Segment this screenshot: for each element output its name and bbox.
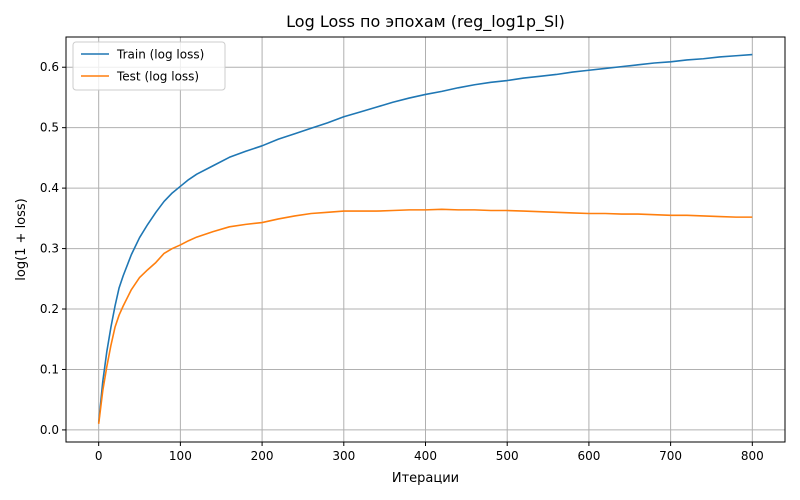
x-tick-label: 600	[577, 449, 600, 463]
x-tick-label: 400	[414, 449, 437, 463]
y-tick-label: 0.0	[40, 423, 59, 437]
x-axis-label: Итерации	[392, 471, 459, 486]
legend-label: Test (log loss)	[116, 70, 199, 84]
x-tick-label: 100	[169, 449, 192, 463]
x-tick-label: 700	[659, 449, 682, 463]
series-line-test	[97, 208, 753, 424]
y-tick-label: 0.3	[40, 242, 59, 256]
series-line-train	[97, 53, 753, 423]
legend-label: Train (log loss)	[116, 48, 204, 62]
grid	[66, 37, 785, 442]
ticks: 0 100 200 300 400 500 600 700 800 0.0 0.1 0.2 0.3 0.4…	[40, 60, 764, 463]
y-tick-label: 0.5	[40, 121, 59, 135]
y-tick-label: 0.4	[40, 181, 59, 195]
chart-title: Log Loss по эпохам (reg_log1p_Sl)	[286, 12, 565, 32]
legend: Train (log loss) Test (log loss)	[72, 41, 226, 91]
x-tick-label: 500	[496, 449, 519, 463]
y-axis-label: log(1 + loss)	[14, 198, 29, 281]
x-tick-label: 200	[251, 449, 274, 463]
y-tick-label: 0.6	[40, 60, 59, 74]
series-group	[97, 53, 753, 424]
legend-box	[72, 41, 226, 91]
x-tick-label: 300	[332, 449, 355, 463]
y-tick-label: 0.1	[40, 362, 59, 376]
x-tick-label: 800	[741, 449, 764, 463]
x-tick-label: 0	[95, 449, 103, 463]
y-tick-label: 0.2	[40, 302, 59, 316]
